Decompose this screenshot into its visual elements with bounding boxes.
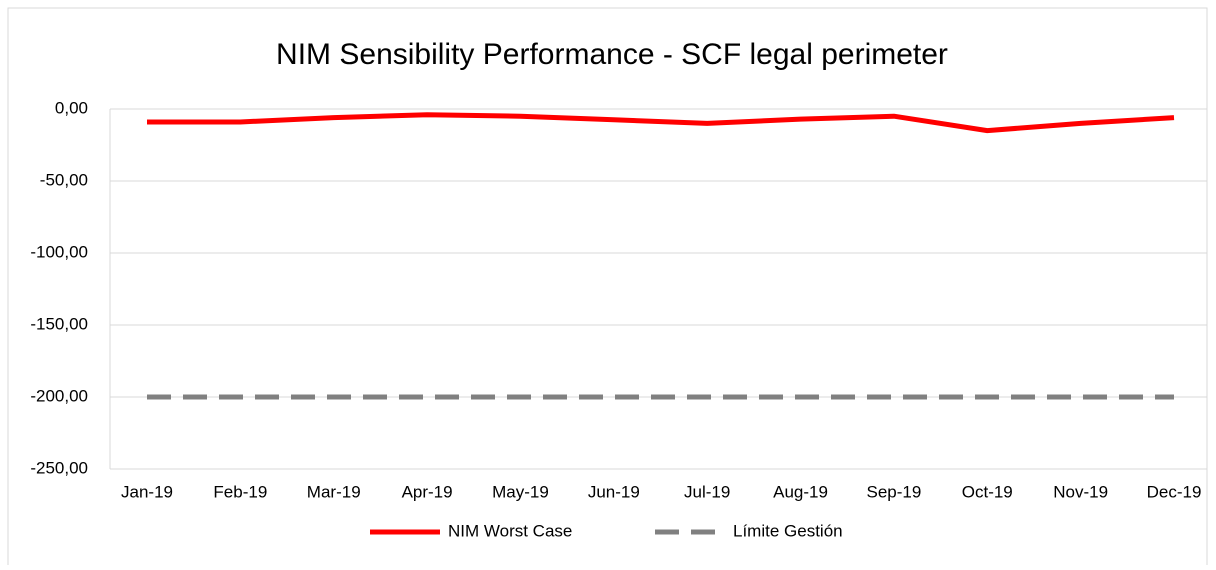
x-tick-label: Jul-19: [684, 482, 730, 501]
x-tick-label: Dec-19: [1147, 482, 1202, 501]
line-series: [147, 112, 1175, 134]
y-tick-label: -250,00: [30, 458, 88, 477]
y-tick-label: -100,00: [30, 242, 88, 261]
x-tick-label: May-19: [492, 482, 549, 501]
x-tick-label: Mar-19: [307, 482, 361, 501]
legend-label: NIM Worst Case: [448, 521, 572, 540]
x-tick-label: Jan-19: [121, 482, 173, 501]
x-tick-label: Nov-19: [1053, 482, 1108, 501]
x-tick-label: Apr-19: [402, 482, 453, 501]
y-tick-label: -200,00: [30, 386, 88, 405]
x-tick-label: Feb-19: [213, 482, 267, 501]
x-tick-label: Oct-19: [962, 482, 1013, 501]
y-tick-label: -50,00: [40, 170, 88, 189]
chart-frame: [7, 7, 1208, 569]
legend-label: Límite Gestión: [733, 521, 843, 540]
chart-title: NIM Sensibility Performance - SCF legal …: [276, 38, 948, 71]
x-tick-label: Sep-19: [866, 482, 921, 501]
y-tick-label: 0,00: [55, 98, 88, 117]
x-tick-label: Jun-19: [588, 482, 640, 501]
y-tick-label: -150,00: [30, 314, 88, 333]
x-tick-label: Aug-19: [773, 482, 828, 501]
